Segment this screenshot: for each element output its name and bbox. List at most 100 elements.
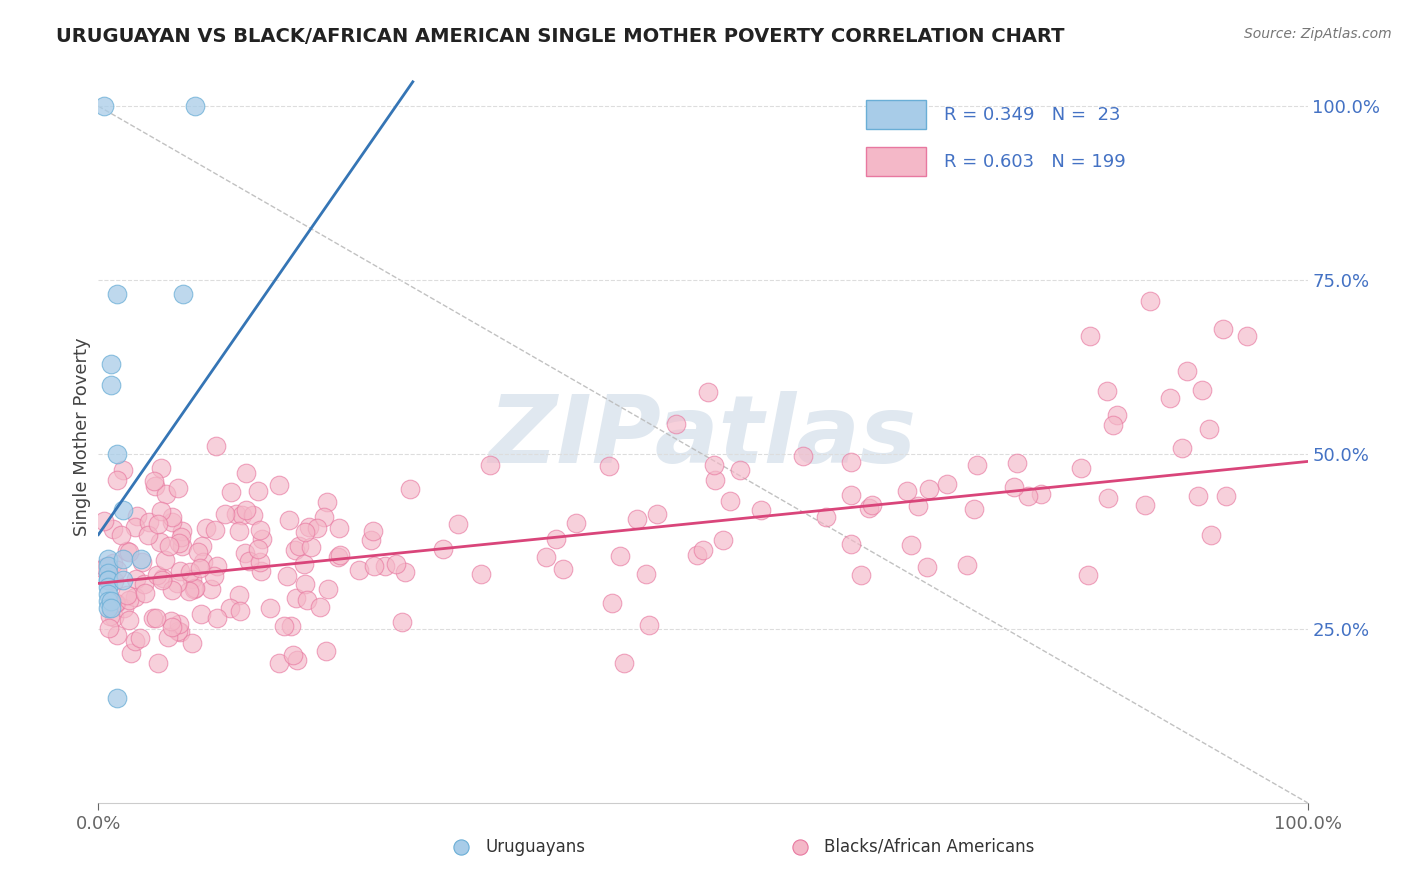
Point bbox=[136, 527, 159, 541]
Point bbox=[93, 515, 115, 529]
Point bbox=[115, 543, 138, 558]
Point bbox=[167, 624, 190, 638]
Point bbox=[160, 509, 183, 524]
Point bbox=[374, 558, 396, 573]
Point bbox=[860, 498, 883, 512]
Text: URUGUAYAN VS BLACK/AFRICAN AMERICAN SINGLE MOTHER POVERTY CORRELATION CHART: URUGUAYAN VS BLACK/AFRICAN AMERICAN SING… bbox=[56, 27, 1064, 45]
Point bbox=[110, 527, 132, 541]
Point bbox=[963, 502, 986, 516]
Point bbox=[235, 467, 257, 481]
Point bbox=[181, 636, 204, 650]
Point bbox=[273, 619, 295, 633]
Point bbox=[190, 607, 212, 622]
Point bbox=[104, 596, 127, 610]
Point bbox=[118, 613, 141, 627]
Point bbox=[1198, 422, 1220, 436]
Point bbox=[148, 657, 170, 671]
Point bbox=[235, 503, 257, 517]
Point bbox=[105, 691, 128, 706]
Point bbox=[156, 630, 179, 644]
Point bbox=[328, 549, 350, 564]
Point bbox=[685, 548, 707, 562]
Point bbox=[105, 628, 128, 642]
Point bbox=[1175, 364, 1198, 378]
Point bbox=[105, 287, 128, 301]
Point bbox=[229, 603, 252, 617]
Point bbox=[703, 458, 725, 473]
Point bbox=[598, 458, 620, 473]
Point bbox=[546, 532, 568, 546]
Point bbox=[138, 515, 160, 529]
Point bbox=[551, 562, 574, 576]
Point bbox=[101, 522, 124, 536]
Point bbox=[267, 477, 290, 491]
Point bbox=[626, 512, 648, 526]
Point bbox=[1097, 384, 1119, 399]
Point bbox=[634, 566, 657, 581]
Point bbox=[149, 460, 172, 475]
Point bbox=[167, 536, 190, 550]
Point bbox=[97, 558, 120, 573]
Point bbox=[1170, 441, 1192, 455]
Point bbox=[242, 508, 264, 522]
Point bbox=[470, 566, 492, 581]
Point bbox=[292, 558, 315, 572]
Point bbox=[97, 552, 120, 566]
Point bbox=[148, 516, 170, 531]
Point bbox=[120, 646, 142, 660]
Point bbox=[432, 542, 454, 557]
Point bbox=[228, 589, 250, 603]
Point bbox=[142, 474, 165, 488]
Point bbox=[111, 503, 134, 517]
Point bbox=[214, 507, 236, 521]
Point bbox=[792, 449, 814, 463]
Point bbox=[907, 499, 929, 513]
Point bbox=[207, 558, 229, 573]
Point bbox=[534, 549, 557, 564]
Point bbox=[1017, 490, 1039, 504]
Point bbox=[132, 577, 155, 591]
Point bbox=[127, 509, 149, 524]
Point bbox=[564, 516, 586, 530]
Point bbox=[858, 501, 880, 516]
Point bbox=[202, 569, 225, 583]
Point bbox=[896, 483, 918, 498]
Point bbox=[149, 504, 172, 518]
Point bbox=[105, 448, 128, 462]
Point bbox=[349, 563, 371, 577]
Point bbox=[103, 574, 125, 588]
Point bbox=[918, 483, 941, 497]
Point bbox=[718, 494, 741, 508]
Point bbox=[111, 463, 134, 477]
Point bbox=[613, 656, 636, 670]
Point bbox=[1139, 294, 1161, 309]
Point bbox=[1007, 456, 1029, 470]
Point bbox=[250, 533, 273, 547]
Point bbox=[97, 587, 120, 601]
Point bbox=[153, 553, 176, 567]
Point bbox=[129, 631, 152, 645]
Point bbox=[180, 573, 202, 587]
Point bbox=[97, 573, 120, 587]
Point bbox=[277, 513, 299, 527]
Point bbox=[94, 559, 117, 574]
Point bbox=[249, 555, 271, 569]
Point bbox=[218, 601, 240, 615]
Point bbox=[170, 530, 193, 544]
Point bbox=[184, 99, 207, 113]
Point bbox=[145, 479, 167, 493]
Point bbox=[385, 558, 408, 572]
Point bbox=[97, 580, 120, 594]
Point bbox=[841, 455, 863, 469]
Point bbox=[917, 559, 939, 574]
Point bbox=[200, 582, 222, 597]
Point bbox=[167, 617, 190, 632]
Text: Blacks/African Americans: Blacks/African Americans bbox=[824, 838, 1035, 855]
Point bbox=[1070, 461, 1092, 475]
Point bbox=[100, 600, 122, 615]
Point bbox=[1187, 489, 1209, 503]
Point bbox=[104, 596, 127, 610]
Point bbox=[97, 566, 120, 580]
Text: Source: ZipAtlas.com: Source: ZipAtlas.com bbox=[1244, 27, 1392, 41]
Point bbox=[328, 521, 350, 535]
